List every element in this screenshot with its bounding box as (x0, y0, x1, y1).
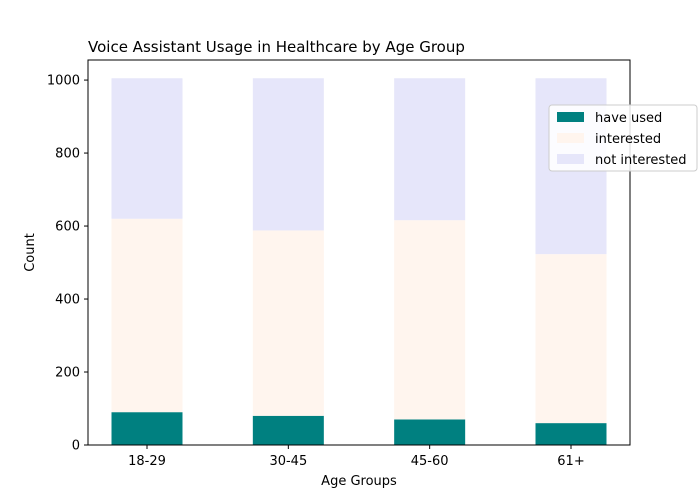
bar-have-used-18-29 (111, 412, 183, 445)
legend-box (548, 104, 698, 172)
legend-swatch-have-used (557, 112, 584, 122)
chart-title: Voice Assistant Usage in Healthcare by A… (88, 38, 465, 56)
bar-interested-45-60 (394, 220, 466, 420)
bar-interested-61+ (535, 254, 607, 424)
bars-layer (111, 78, 607, 445)
bar-not-interested-30-45 (252, 78, 324, 231)
y-tick-label: 800 (55, 147, 80, 162)
x-tick-label: 45-60 (411, 454, 449, 469)
bar-not-interested-45-60 (394, 78, 466, 221)
legend-label-interested: interested (595, 132, 661, 147)
legend-swatch-not-interested (557, 154, 584, 164)
y-axis-label: Count (23, 233, 38, 272)
legend-label-not-interested: not interested (595, 153, 687, 168)
axes-frame (87, 59, 631, 446)
x-axis-label: Age Groups (321, 474, 397, 489)
y-tick-label: 400 (55, 293, 80, 308)
y-tick-label: 1000 (47, 74, 80, 89)
x-tick-label: 18-29 (128, 454, 166, 469)
bar-interested-30-45 (252, 230, 324, 416)
bar-have-used-30-45 (252, 415, 324, 445)
x-axis: 18-29 30-45 45-60 61+ (128, 445, 585, 469)
legend-label-have-used: have used (595, 111, 662, 126)
y-tick-label: 200 (55, 366, 80, 381)
y-tick-label: 0 (72, 439, 80, 454)
legend: have used interested not interested (548, 104, 698, 172)
bar-have-used-45-60 (394, 419, 466, 445)
bar-interested-18-29 (111, 218, 183, 413)
bar-have-used-61+ (535, 423, 607, 445)
bar-not-interested-18-29 (111, 78, 183, 219)
y-tick-label: 600 (55, 220, 80, 235)
legend-swatch-interested (557, 133, 584, 143)
x-tick-label: 61+ (557, 454, 584, 469)
y-axis: 0 200 400 600 800 1000 (47, 74, 88, 454)
x-tick-label: 30-45 (269, 454, 307, 469)
